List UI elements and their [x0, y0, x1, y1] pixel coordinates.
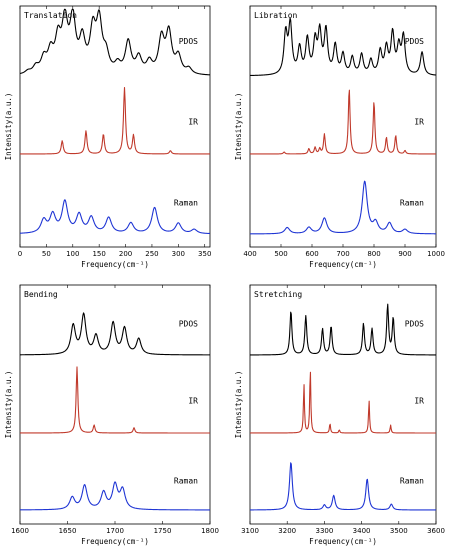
panel-bending: Bending 1600 1650 1700 1750 1800 Frequency(cm⁻…: [4, 284, 219, 546]
series-label: Raman: [174, 477, 198, 486]
series-label: IR: [188, 396, 198, 405]
series-pdos-line: [19, 312, 211, 356]
x-tick-label: 3500: [390, 527, 408, 535]
x-tick-label: 500: [274, 250, 287, 258]
series-raman-line: [20, 481, 210, 511]
series-label: PDOS: [405, 319, 424, 328]
panel-libration: Libration 400 500 600 700 800 900 1000 Frequency…: [234, 5, 445, 269]
x-tick-label: 150: [92, 250, 105, 258]
panel-title: Bending: [24, 290, 58, 299]
series-label: IR: [414, 117, 424, 126]
x-tick-label: 3100: [241, 527, 259, 535]
series-label: IR: [188, 117, 198, 126]
series-ir-line: [250, 89, 436, 155]
y-axis-label: Intensity(a.u.): [4, 371, 13, 439]
panel-frame: [19, 5, 211, 248]
x-axis-label: Frequency(cm⁻¹): [309, 260, 377, 269]
series-raman-line: [250, 180, 436, 235]
x-tick-label: 800: [367, 250, 380, 258]
x-tick-label: 3600: [427, 527, 445, 535]
series-label: Raman: [174, 198, 198, 207]
x-tick-label: 0: [18, 250, 22, 258]
series-label: PDOS: [179, 319, 198, 328]
x-tick-label: 1600: [11, 527, 29, 535]
x-tick-label: 900: [398, 250, 411, 258]
series-pdos-line: [250, 303, 436, 356]
series-pdos-line: [19, 8, 211, 76]
panel-title: Libration: [254, 11, 298, 20]
x-tick-label: 1700: [106, 527, 124, 535]
x-tick-label: 200: [119, 250, 132, 258]
series-label: Raman: [400, 477, 424, 486]
panel-title: Stretching: [254, 290, 302, 299]
x-axis-label: Frequency(cm⁻¹): [309, 537, 377, 546]
series-label: Raman: [400, 198, 424, 207]
series-ir-line: [250, 371, 436, 434]
x-tick-label: 600: [305, 250, 318, 258]
series-label: IR: [414, 396, 424, 405]
x-tick-label: 250: [145, 250, 158, 258]
series-raman-line: [250, 462, 436, 511]
x-tick-label: 1750: [154, 527, 172, 535]
series-label: PDOS: [179, 37, 198, 46]
x-tick-label: 700: [336, 250, 349, 258]
x-tick-label: 3300: [315, 527, 333, 535]
series-raman-line: [19, 199, 211, 235]
x-tick-label: 300: [172, 250, 185, 258]
panel-stretching: Stretching 3100 3200 3300 3400 3500 3600 Freque…: [234, 284, 445, 546]
y-axis-label: Intensity(a.u.): [234, 371, 243, 439]
panel-translation: Translation 0 50 100 150 200 250 300 350 Frequenc…: [4, 5, 211, 269]
series-label: PDOS: [405, 37, 424, 46]
x-tick-label: 1800: [201, 527, 219, 535]
x-tick-label: 100: [66, 250, 79, 258]
series-ir-line: [20, 366, 210, 434]
panel-title: Translation: [24, 11, 77, 20]
x-tick-label: 350: [198, 250, 211, 258]
series-ir-line: [20, 87, 210, 155]
x-axis-label: Frequency(cm⁻¹): [81, 537, 149, 546]
x-tick-label: 400: [243, 250, 256, 258]
x-tick-label: 3200: [278, 527, 296, 535]
y-axis-label: Intensity(a.u.): [4, 93, 13, 161]
x-tick-label: 1000: [427, 250, 445, 258]
series-pdos-line: [249, 17, 437, 77]
x-tick-label: 3400: [353, 527, 371, 535]
panel-frame: [249, 284, 437, 525]
y-axis-label: Intensity(a.u.): [234, 93, 243, 161]
x-tick-label: 50: [42, 250, 51, 258]
x-axis-label: Frequency(cm⁻¹): [81, 260, 149, 269]
x-tick-label: 1650: [59, 527, 77, 535]
